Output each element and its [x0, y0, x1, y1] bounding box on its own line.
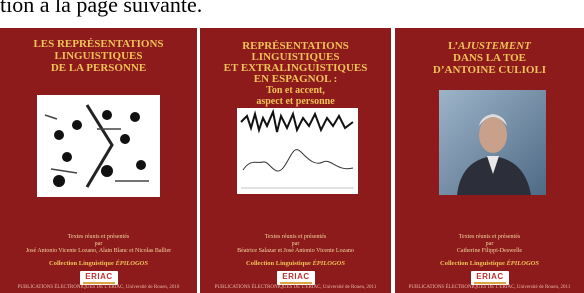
cover-subtitle: aspect et personne: [200, 96, 391, 107]
cover-title: EN ESPAGNOL :: [200, 73, 391, 85]
cover-title: D’ANTOINE CULIOLI: [395, 64, 584, 76]
cover-illustration: [37, 95, 160, 197]
cover-illustration: [237, 108, 358, 194]
credits: Béatrice Salazar et José Antonio Vicente…: [200, 248, 391, 255]
collection-name: ÉPILOGOS: [115, 260, 148, 267]
credits: Catherine Filippi-Deswelle: [395, 248, 584, 255]
credits: Textes réunis et présentés: [395, 234, 584, 241]
header-text: tion à la page suivante.: [0, 0, 202, 18]
collection: Collection Linguistique ÉPILOGOS: [200, 260, 391, 267]
collection: Collection Linguistique ÉPILOGOS: [0, 260, 197, 267]
book-cover: L’AJUSTEMENT DANS LA TOE D’ANTOINE CULIO…: [395, 28, 584, 293]
cover-title: DE LA PERSONNE: [0, 62, 197, 74]
cover-title: LINGUISTIQUES: [0, 50, 197, 62]
logo: ERIAC: [277, 271, 315, 285]
credits: par: [200, 241, 391, 248]
collection-label: Collection Linguistique: [246, 260, 311, 267]
footer: PUBLICATIONS ÉLECTRONIQUES DE L'ERIAC, U…: [200, 285, 391, 290]
page: {"header": {"text": "tion à la page suiv…: [0, 0, 584, 293]
collection-label: Collection Linguistique: [49, 260, 114, 267]
collection-name: ÉPILOGOS: [506, 260, 539, 267]
logo: ERIAC: [471, 271, 509, 285]
credits: Textes réunis et présentés: [0, 234, 197, 241]
credits: José Antonio Vicente Lozano, Alain Blanc…: [0, 248, 197, 255]
collection-label: Collection Linguistique: [440, 260, 505, 267]
credits: par: [0, 241, 197, 248]
title-emphasis: AJUSTEMENT: [458, 40, 531, 52]
book-cover: REPRÉSENTATIONS LINGUISTIQUES ET EXTRALI…: [200, 28, 391, 293]
collection: Collection Linguistique ÉPILOGOS: [395, 260, 584, 267]
logo: ERIAC: [80, 271, 118, 285]
cover-subtitle: Ton et accent,: [200, 85, 391, 96]
book-cover: LES REPRÉSENTATIONS LINGUISTIQUES DE LA …: [0, 28, 197, 293]
footer: PUBLICATIONS ÉLECTRONIQUES DE L'ERIAC, U…: [395, 285, 584, 290]
cover-photo: [439, 90, 546, 195]
cover-title: L’AJUSTEMENT: [395, 40, 584, 52]
cover-title: DANS LA TOE: [395, 52, 584, 64]
collection-name: ÉPILOGOS: [312, 260, 345, 267]
title-prefix: L’: [448, 40, 458, 52]
cover-title: LES REPRÉSENTATIONS: [0, 38, 197, 50]
credits: Textes réunis et présentés: [200, 234, 391, 241]
footer: PUBLICATIONS ÉLECTRONIQUES DE L'ERIAC, U…: [0, 285, 197, 290]
credits: par: [395, 241, 584, 248]
